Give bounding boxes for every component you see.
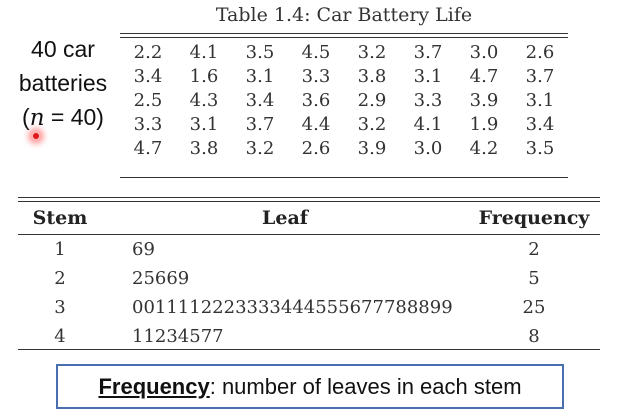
frequency-cell: 8 [528,326,540,347]
frequency-cell: 5 [528,268,540,289]
battery-value-cell: 3.9 [357,137,387,159]
table-row: 2.5 4.3 3.4 3.6 2.9 3.3 3.9 3.1 [120,88,568,112]
table-row: 1 69 2 [18,235,600,264]
battery-value-cell: 3.1 [413,65,443,87]
battery-value-cell: 2.6 [525,41,555,63]
definition-term: Frequency [98,373,210,399]
stem-top-rule-1 [18,197,600,198]
battery-value-cell: 3.3 [301,65,331,87]
battery-value-cell: 2.6 [301,137,331,159]
stem-cell: 2 [54,268,66,289]
battery-value-cell: 3.2 [245,137,275,159]
battery-value-cell: 4.7 [133,137,163,159]
battery-value-cell: 4.2 [469,137,499,159]
battery-value-cell: 3.7 [525,65,555,87]
top-rule-2 [120,37,568,38]
battery-value-cell: 4.3 [189,89,219,111]
stem-cell: 4 [54,326,66,347]
stem-leaf-body: 1 69 2 2 25669 5 3 001111222333344455567… [18,235,600,351]
battery-value-cell: 3.5 [245,41,275,63]
stem-bottom-rule [18,349,600,350]
n-symbol: n [29,105,45,131]
leaf-cell: 69 [132,239,155,260]
battery-value-cell: 3.1 [189,113,219,135]
header-stem: Stem [32,207,88,229]
sample-label-line1: 40 car [31,36,95,62]
battery-value-cell: 3.5 [525,137,555,159]
battery-value-cell: 3.3 [133,113,163,135]
sample-label-line2: batteries [18,70,108,96]
battery-value-cell: 4.5 [301,41,331,63]
battery-value-cell: 4.1 [189,41,219,63]
header-frequency: Frequency [478,207,590,229]
top-rule-1 [120,33,568,34]
frequency-cell: 25 [522,297,546,318]
leaf-cell: 25669 [132,268,190,289]
header-leaf: Leaf [262,207,308,229]
table-row: 3.3 3.1 3.7 4.4 3.2 4.1 1.9 3.4 [120,112,568,136]
battery-value-cell: 3.8 [357,65,387,87]
paren-open: ( [22,104,30,130]
battery-value-cell: 3.4 [525,113,555,135]
battery-value-cell: 3.8 [189,137,219,159]
battery-value-cell: 3.4 [245,89,275,111]
battery-value-cell: 3.9 [469,89,499,111]
battery-value-cell: 3.0 [413,137,443,159]
battery-value-cell: 3.2 [357,113,387,135]
table-row: 2.2 4.1 3.5 4.5 3.2 3.7 3.0 2.6 [120,40,568,64]
battery-value-cell: 3.0 [469,41,499,63]
battery-value-cell: 3.7 [245,113,275,135]
sample-label-line3: (n = 40) [4,100,122,135]
table-row: 4 11234577 8 [18,322,600,351]
battery-value-cell: 3.7 [413,41,443,63]
header-rule [18,234,600,235]
battery-data-table: 2.2 4.1 3.5 4.5 3.2 3.7 3.0 2.6 3.4 1.6 3.1 3.3 3.8 3… [120,40,568,160]
stem-leaf-table: Stem Leaf Frequency 1 69 2 2 25669 5 3 0… [18,198,600,351]
n-equals: = 40) [44,104,104,130]
battery-value-cell: 2.5 [133,89,163,111]
frequency-definition-box: Frequency: number of leaves in each stem [56,364,564,409]
stem-top-rule-2 [18,201,600,202]
laser-pointer-icon [30,130,42,142]
sample-size-label: 40 car batteries (n = 40) [4,32,122,135]
battery-value-cell: 4.7 [469,65,499,87]
frequency-cell: 2 [528,239,540,260]
stem-leaf-header-row: Stem Leaf Frequency [18,202,600,234]
battery-value-cell: 3.1 [245,65,275,87]
bottom-rule [120,177,568,178]
table-row: 3 0011112223333444555677788899 25 [18,293,600,322]
battery-value-cell: 3.3 [413,89,443,111]
battery-value-cell: 1.6 [189,65,219,87]
table-row: 2 25669 5 [18,264,600,293]
battery-value-cell: 4.4 [301,113,331,135]
table-row: 3.4 1.6 3.1 3.3 3.8 3.1 4.7 3.7 [120,64,568,88]
battery-value-cell: 1.9 [469,113,499,135]
battery-value-cell: 3.1 [525,89,555,111]
table-caption: Table 1.4: Car Battery Life [215,4,473,26]
battery-value-cell: 3.4 [133,65,163,87]
leaf-cell: 11234577 [132,326,224,347]
table-row: 4.7 3.8 3.2 2.6 3.9 3.0 4.2 3.5 [120,136,568,160]
battery-value-cell: 3.6 [301,89,331,111]
battery-value-cell: 3.2 [357,41,387,63]
battery-value-cell: 4.1 [413,113,443,135]
stem-cell: 1 [54,239,66,260]
definition-text: : number of leaves in each stem [209,373,522,399]
leaf-cell: 0011112223333444555677788899 [132,297,453,318]
battery-value-cell: 2.2 [133,41,163,63]
battery-value-cell: 2.9 [357,89,387,111]
stem-cell: 3 [54,297,66,318]
